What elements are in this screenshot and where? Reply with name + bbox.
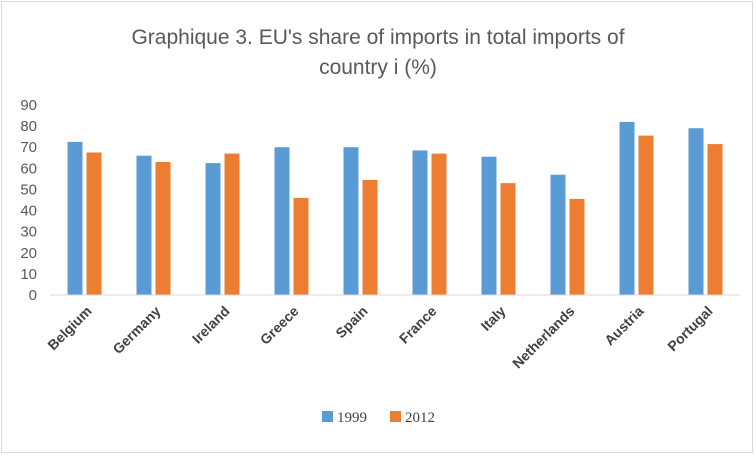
category-label-austria: Austria (601, 303, 647, 349)
category-label-france: France (396, 303, 440, 347)
category-label-italy: Italy (477, 303, 508, 334)
bars (67, 121, 723, 296)
bar-2012-italy (500, 183, 516, 295)
category-label-spain: Spain (332, 303, 370, 341)
y-tick-label: 30 (20, 224, 37, 241)
bar-1999-spain (343, 147, 359, 295)
legend-swatch-1999 (322, 411, 333, 422)
y-tick-label: 0 (29, 287, 37, 304)
category-label-greece: Greece (257, 303, 302, 348)
y-tick-label: 40 (20, 203, 37, 220)
bar-2012-netherlands (569, 198, 585, 295)
bar-2012-portugal (707, 144, 723, 295)
bar-1999-austria (619, 121, 635, 296)
bar-1999-netherlands (550, 174, 566, 295)
legend-label-1999: 1999 (337, 410, 367, 426)
y-tick-label: 80 (20, 118, 37, 135)
y-tick-label: 10 (20, 266, 37, 283)
bar-1999-ireland (205, 163, 221, 295)
legend-swatch-2012 (390, 411, 401, 422)
chart-title-line-2: country i (%) (319, 56, 437, 79)
bar-2012-greece (293, 197, 309, 295)
bar-2012-germany (155, 162, 171, 295)
legend-label-2012: 2012 (405, 410, 435, 426)
category-labels: Belgium Germany Ireland Greece Spain France It… (44, 303, 715, 372)
category-label-portugal: Portugal (664, 303, 715, 354)
bar-1999-france (412, 150, 428, 295)
bar-2012-austria (638, 135, 654, 295)
y-tick-label: 70 (20, 139, 37, 156)
bar-1999-germany (136, 155, 152, 295)
chart-title-line-1: Graphique 3. EU's share of imports in to… (131, 26, 624, 49)
bar-2012-spain (362, 179, 378, 295)
bar-2012-france (431, 153, 447, 295)
category-label-belgium: Belgium (44, 303, 94, 353)
bar-2012-belgium (86, 152, 102, 295)
y-axis-ticks: 0 10 20 30 40 50 60 70 80 90 (20, 97, 37, 304)
bar-1999-belgium (67, 141, 83, 295)
bar-1999-italy (481, 156, 497, 295)
category-label-ireland: Ireland (189, 303, 233, 347)
category-label-germany: Germany (109, 303, 163, 357)
y-tick-label: 60 (20, 160, 37, 177)
category-label-netherlands: Netherlands (509, 303, 578, 372)
y-tick-label: 50 (20, 181, 37, 198)
y-tick-label: 90 (20, 97, 37, 114)
y-tick-label: 20 (20, 245, 37, 262)
bar-1999-greece (274, 147, 290, 295)
legend: 1999 2012 (322, 410, 435, 426)
bar-1999-portugal (688, 128, 704, 295)
bar-2012-ireland (224, 153, 240, 295)
